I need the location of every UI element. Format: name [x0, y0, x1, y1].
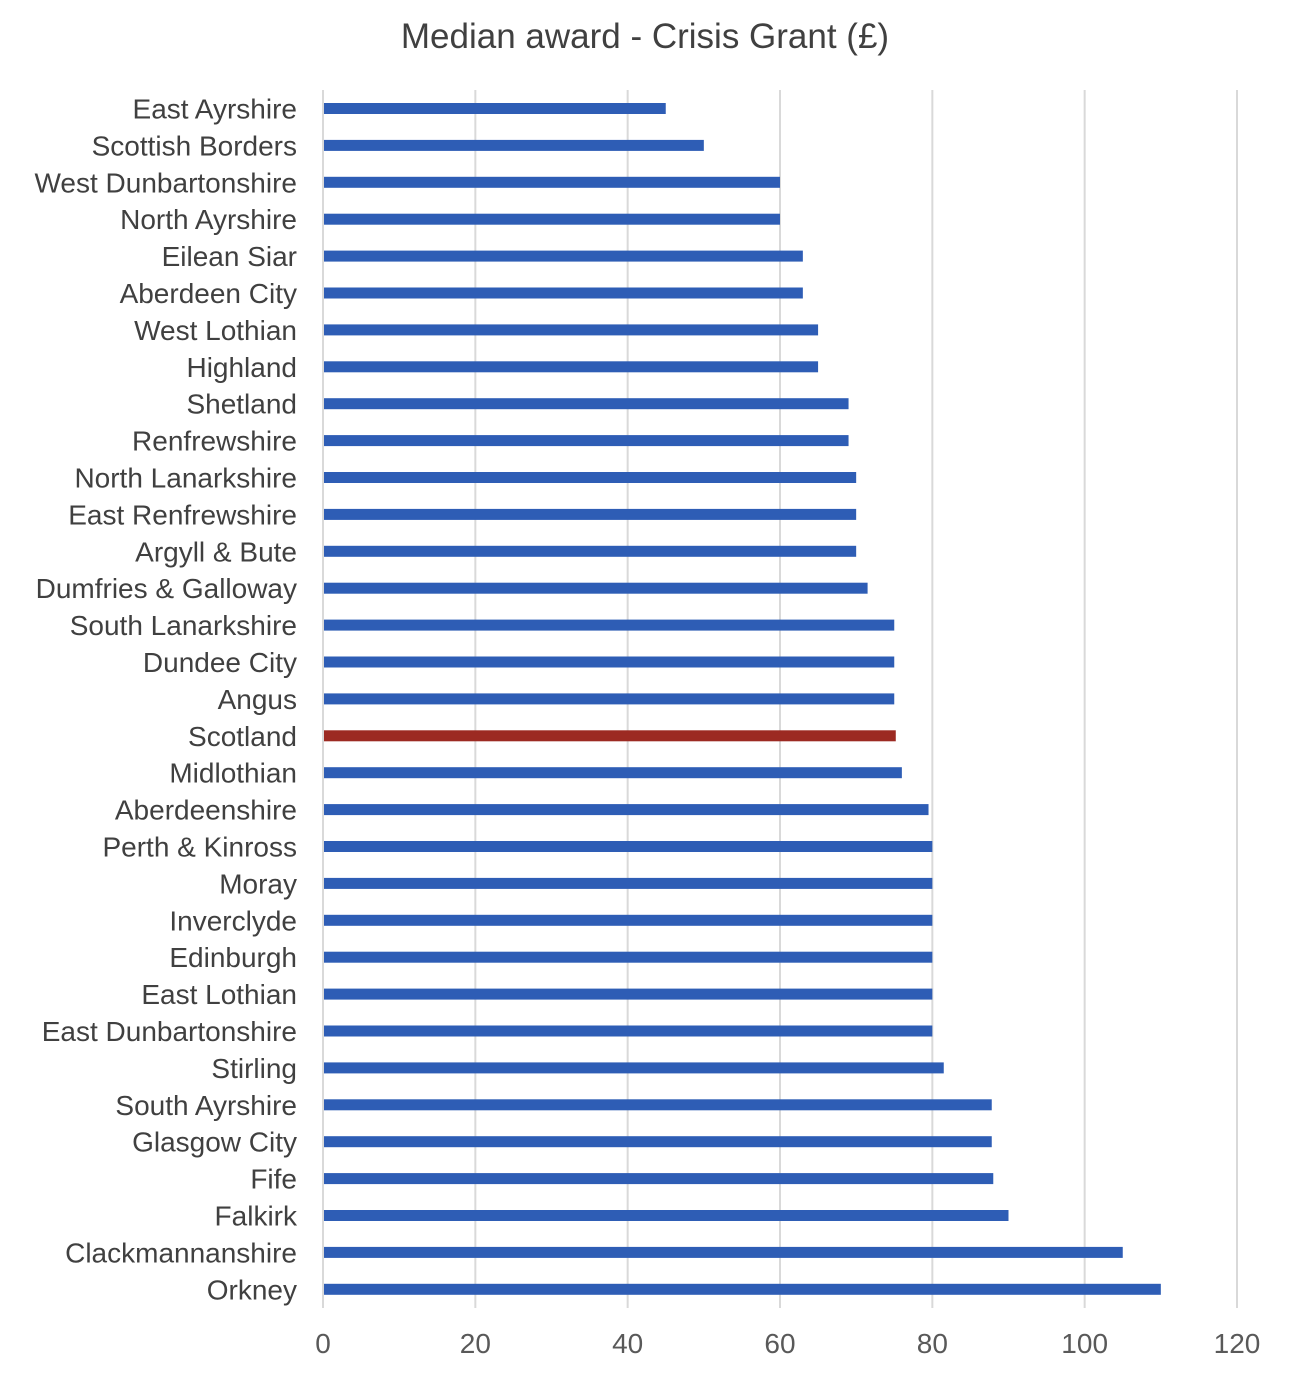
category-label: Glasgow City [132, 1127, 297, 1158]
bar-scottish-borders [324, 139, 704, 151]
bar-dumfries-galloway [324, 582, 868, 594]
bar-midlothian [324, 767, 902, 779]
x-tick-label: 60 [764, 1328, 795, 1359]
category-label: Aberdeenshire [115, 795, 297, 826]
x-tick-label: 100 [1061, 1328, 1108, 1359]
x-tick-label: 40 [612, 1328, 643, 1359]
bar-south-lanarkshire [324, 619, 895, 631]
x-tick-labels: 0 20 40 60 80 100 120 [315, 1328, 1260, 1359]
category-label: Moray [219, 868, 297, 899]
category-label: West Dunbartonshire [35, 167, 298, 198]
bar-east-ayrshire [324, 103, 666, 114]
category-label: Angus [218, 684, 297, 715]
bar-south-ayrshire [324, 1099, 992, 1111]
category-label: North Lanarkshire [74, 463, 297, 494]
bar-scotland [324, 730, 896, 742]
bar-renfrewshire [324, 435, 849, 447]
bar-west-lothian [324, 324, 819, 336]
category-label: Fife [250, 1164, 297, 1195]
category-label: Inverclyde [169, 905, 297, 936]
bars [324, 103, 1161, 1295]
bar-east-lothian [324, 988, 933, 1000]
category-label: Renfrewshire [132, 426, 297, 457]
bar-west-dunbartonshire [324, 176, 780, 188]
x-tick-label: 0 [315, 1328, 331, 1359]
category-label: Dundee City [143, 647, 297, 678]
category-label: Eilean Siar [162, 241, 297, 272]
category-label: Midlothian [169, 758, 297, 789]
category-label: Stirling [211, 1053, 297, 1084]
bar-perth-kinross [324, 841, 933, 852]
bar-edinburgh [324, 951, 933, 963]
bar-angus [324, 693, 895, 705]
x-tick-label: 120 [1214, 1328, 1261, 1359]
category-label: West Lothian [134, 315, 297, 346]
bar-falkirk [324, 1210, 1009, 1221]
bar-shetland [324, 398, 849, 410]
category-label: Shetland [186, 389, 297, 420]
category-label: Highland [186, 352, 297, 383]
bar-moray [324, 877, 933, 889]
category-label: East Renfrewshire [68, 499, 297, 530]
bar-highland [324, 361, 819, 373]
category-label: North Ayrshire [120, 204, 297, 235]
category-label: Argyll & Bute [135, 536, 297, 567]
category-label: Scottish Borders [92, 130, 297, 161]
bar-dundee-city [324, 656, 895, 668]
category-labels: East Ayrshire Scottish Borders West Dunbar… [35, 94, 298, 1306]
category-label: South Ayrshire [115, 1090, 297, 1121]
bar-east-dunbartonshire [324, 1025, 933, 1037]
bar-east-renfrewshire [324, 508, 857, 520]
bar-north-ayrshire [324, 213, 780, 225]
bar-aberdeenshire [324, 804, 929, 816]
category-label: East Lothian [141, 979, 297, 1010]
category-label: Orkney [207, 1274, 297, 1305]
category-label: Clackmannanshire [65, 1237, 297, 1268]
category-label: Falkirk [215, 1201, 298, 1232]
bar-orkney [324, 1283, 1161, 1295]
bar-eilean-siar [324, 250, 803, 262]
x-tick-label: 80 [917, 1328, 948, 1359]
bar-fife [324, 1173, 994, 1185]
bar-glasgow-city [324, 1136, 992, 1148]
category-label: Scotland [188, 721, 297, 752]
category-label: South Lanarkshire [70, 610, 297, 641]
category-label: East Ayrshire [133, 94, 297, 125]
x-tick-label: 20 [460, 1328, 491, 1359]
category-label: Edinburgh [169, 942, 297, 973]
bar-inverclyde [324, 914, 933, 926]
bar-aberdeen-city [324, 287, 803, 299]
chart-title: Median award - Crisis Grant (£) [401, 17, 889, 56]
category-label: Dumfries & Galloway [36, 573, 297, 604]
category-label: Aberdeen City [120, 278, 297, 309]
bar-north-lanarkshire [324, 472, 857, 483]
category-label: East Dunbartonshire [42, 1016, 297, 1047]
bar-stirling [324, 1062, 944, 1074]
bar-clackmannanshire [324, 1246, 1123, 1258]
category-label: Perth & Kinross [102, 832, 297, 863]
bar-argyll-bute [324, 545, 857, 557]
